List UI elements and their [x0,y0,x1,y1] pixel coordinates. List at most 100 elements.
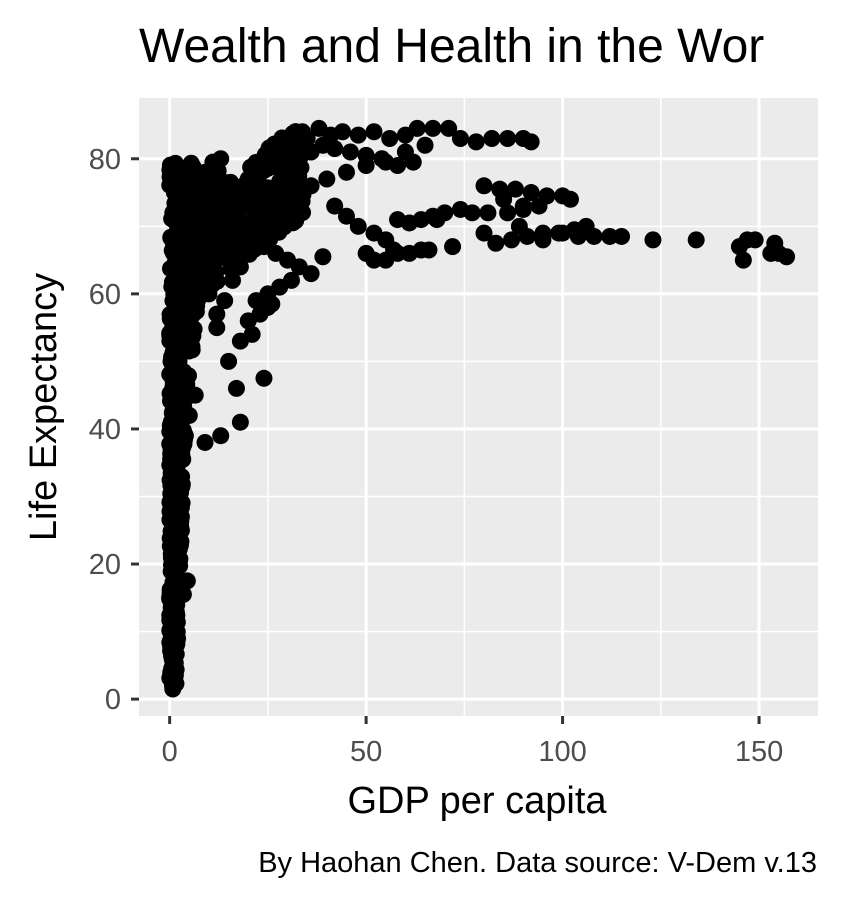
data-point [420,241,438,259]
data-point [326,197,344,215]
data-point [178,572,196,590]
data-point [251,305,269,323]
data-point [534,231,552,249]
data-point [569,227,587,245]
data-point [244,191,262,209]
data-point [169,352,187,370]
data-point [161,156,179,174]
data-point [170,271,188,289]
x-tick-label: 100 [538,736,586,768]
data-point [766,234,784,252]
data-point [164,680,182,698]
data-point [163,660,181,678]
data-point [188,177,206,195]
data-point [499,204,517,222]
x-axis-title: GDP per capita [347,780,607,822]
y-tick-label: 20 [89,549,121,581]
data-point [255,369,273,387]
data-point [499,130,517,148]
x-tick-label: 150 [735,736,783,768]
data-point [318,170,336,188]
data-point [298,130,316,148]
data-point [349,126,367,144]
data-point [404,153,422,171]
data-point [451,130,469,148]
data-point [337,207,355,225]
data-point [227,184,245,202]
data-point [522,133,540,151]
data-point [424,119,442,137]
data-point [167,467,185,485]
data-point [163,487,181,505]
data-point [554,224,572,242]
data-point [169,217,187,235]
data-point [180,406,198,424]
data-point [734,251,752,269]
data-point [287,212,305,230]
data-point [172,325,190,343]
data-point [167,298,185,316]
data-point [196,433,214,451]
data-point [746,231,764,249]
y-tick-label: 80 [89,144,121,176]
data-point [180,190,198,208]
data-point [168,399,186,417]
data-point [174,585,192,603]
data-point [212,150,230,168]
data-point [189,237,207,255]
data-point [184,217,202,235]
data-point [169,535,187,553]
data-point [286,190,304,208]
data-point [778,248,796,266]
data-point [475,224,493,242]
data-point [172,170,190,188]
data-point [365,251,383,269]
data-point [247,224,265,242]
data-point [530,197,548,215]
x-tick-label: 0 [162,736,178,768]
y-tick-label: 40 [89,414,121,446]
data-point [365,123,383,141]
data-point [239,244,257,262]
data-point [373,150,391,168]
data-point [231,413,249,431]
data-point [167,609,185,627]
data-point [208,305,226,323]
data-point [216,204,234,222]
data-point [487,234,505,252]
data-point [467,133,485,151]
data-point [389,157,407,175]
y-axis: 0 20 40 60 80 [89,144,139,716]
data-point [165,636,183,654]
data-point [302,177,320,195]
chart-title: Wealth and Health in the Wor [139,20,764,73]
data-points [161,119,796,698]
data-point [514,197,532,215]
data-point [220,352,238,370]
data-point [170,447,188,465]
data-point [357,146,375,164]
data-point [172,508,190,526]
data-point [381,130,399,148]
y-tick-label: 60 [89,279,121,311]
data-point [203,270,221,288]
data-point [416,136,434,154]
data-point [518,227,536,245]
data-point [506,180,524,198]
data-point [208,319,226,337]
data-point [271,204,289,222]
data-point [279,163,297,181]
data-point [302,265,320,283]
data-point [183,338,201,356]
data-point [231,258,249,276]
data-point [463,204,481,222]
data-point [224,219,242,237]
data-point [440,119,458,137]
data-point [212,427,230,445]
data-point [187,282,205,300]
data-point [444,238,462,256]
data-point [239,170,257,188]
data-point [341,143,359,161]
data-point [227,379,245,397]
